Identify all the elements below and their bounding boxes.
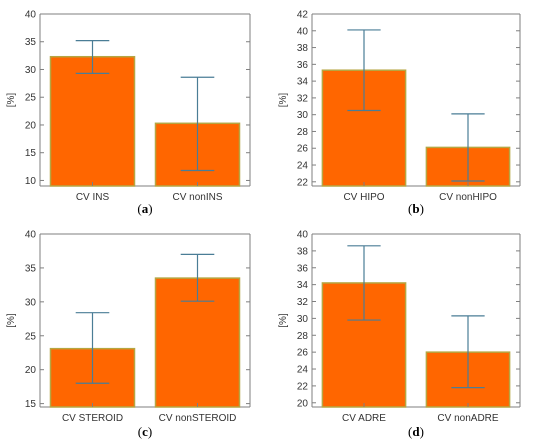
y-tick-label: 32 [297,93,309,104]
y-tick-label: 24 [297,161,309,172]
y-tick-label: 42 [297,10,309,21]
y-tick-label: 15 [25,148,37,159]
panel-label: (c) [138,424,152,439]
x-tick-label: CV STEROID [62,413,123,424]
y-tick-label: 36 [297,263,309,274]
y-tick-label: 25 [25,93,37,104]
y-tick-label: 26 [297,144,309,155]
y-axis-label: [%] [278,313,289,328]
chart-panel-a: 10 15 20 25 30 35 40 [%] CV INS CV nonINS (a) [6,10,251,216]
y-tick-label: 38 [297,246,309,257]
x-tick-label: CV nonADRE [437,413,498,424]
y-tick-label: 26 [297,348,309,359]
y-tick-label: 35 [25,263,37,274]
y-tick-label: 30 [297,314,309,325]
y-tick-label: 20 [25,365,37,376]
panel-label: (b) [408,201,424,216]
y-tick-label: 38 [297,43,309,54]
y-axis-label: [%] [6,93,17,108]
y-tick-label: 10 [25,176,37,187]
y-tick-label: 28 [297,127,309,138]
chart-panel-c: 15 20 25 30 35 40 [%] CV STEROID CV nonSTEROID (c… [6,230,251,439]
panel-label: (a) [137,201,152,216]
chart-panel-b: 22 24 26 28 30 32 34 36 38 40 42 [%] CV HIPO CV nonHI… [278,10,521,216]
panel-label: (d) [408,424,424,439]
y-tick-label: 40 [25,230,37,241]
y-tick-label: 22 [297,177,309,188]
y-tick-label: 30 [25,65,37,76]
y-axis-label: [%] [278,93,289,108]
y-tick-label: 15 [25,399,37,410]
y-tick-label: 28 [297,331,309,342]
y-tick-label: 30 [25,297,37,308]
y-tick-label: 34 [297,280,309,291]
x-tick-label: CV nonINS [172,192,222,203]
y-tick-label: 25 [25,331,37,342]
y-tick-label: 24 [297,365,309,376]
y-tick-label: 34 [297,77,309,88]
y-tick-label: 35 [25,37,37,48]
y-tick-label: 40 [297,230,309,241]
x-tick-label: CV INS [76,192,110,203]
y-tick-label: 20 [25,120,37,131]
y-axis-label: [%] [6,313,17,328]
y-tick-label: 32 [297,297,309,308]
y-tick-label: 30 [297,110,309,121]
y-tick-label: 22 [297,381,309,392]
chart-panel-d: 20 22 24 26 28 30 32 34 36 38 40 [%] CV ADRE CV nonAD… [278,230,521,439]
x-tick-label: CV nonSTEROID [159,413,237,424]
y-tick-label: 36 [297,60,309,71]
x-tick-label: CV HIPO [343,192,384,203]
y-tick-label: 20 [297,398,309,409]
y-tick-label: 40 [25,10,37,21]
bar-cv-ins [49,55,136,187]
x-tick-label: CV ADRE [342,413,386,424]
y-tick-label: 40 [297,26,309,37]
x-tick-label: CV nonHIPO [439,192,497,203]
